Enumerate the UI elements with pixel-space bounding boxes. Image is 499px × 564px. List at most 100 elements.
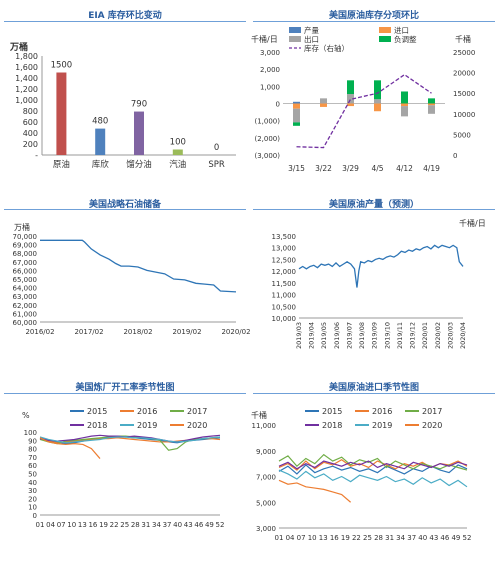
legend-swatch	[379, 36, 391, 42]
x-tick-label: 01	[36, 521, 45, 529]
y-axis-label-right: 千桶	[455, 34, 471, 44]
data-label: 480	[92, 117, 108, 127]
x-tick-label: 16	[88, 521, 97, 529]
x-tick-label: 34	[152, 521, 161, 529]
x-tick-label: 10	[308, 534, 317, 542]
panel-imports: 美国原油进口季节性图 千桶 3,000 5,000 7,000 9,000 11,000 0…	[249, 370, 499, 564]
stacked-bar	[374, 99, 381, 104]
y-tick-label: 62,000	[13, 302, 38, 310]
x-tick-label: 3/15	[288, 164, 305, 173]
legend-label: 2020	[187, 421, 207, 430]
y-tick-label: 7,000	[256, 474, 276, 482]
stacked-bar	[293, 101, 300, 104]
x-tick-label: 07	[57, 521, 66, 529]
x-tick-label: 汽油	[169, 159, 186, 170]
stacked-bar	[293, 103, 300, 109]
bar	[95, 128, 106, 155]
x-tick-label: 4/19	[423, 164, 440, 173]
x-tick-label: 25	[120, 521, 129, 529]
x-tick-label: 28	[374, 534, 383, 542]
spr-chart: 万桶 60,00061,00062,00063,00064,00065,00066…	[13, 222, 251, 336]
stacked-bar	[347, 103, 354, 107]
panel-spr: 美国战略石油储备 万桶 60,000 61,000 62,000 63,000 64,00…	[0, 190, 251, 370]
y-tick-label-left: 3,000	[260, 49, 280, 57]
stacked-bar	[347, 94, 354, 104]
x-tick-label: 40	[418, 534, 427, 542]
x-tick-label: SPR	[208, 160, 225, 170]
legend-label: 2017	[422, 407, 442, 416]
chart-title: 美国原油库存分项环比	[328, 11, 419, 21]
legend-label: 2016	[372, 407, 392, 416]
stacked-bar	[428, 98, 435, 104]
y-tick-label: 11,000	[272, 292, 297, 300]
legend-label: 2018	[87, 421, 107, 430]
legend-swatch	[289, 36, 301, 42]
series-line	[278, 479, 352, 503]
x-tick-label: 2019/09	[371, 322, 379, 349]
series-line	[278, 460, 468, 470]
x-tick-label: 2019/12	[409, 322, 417, 349]
x-tick-label: 13	[319, 534, 328, 542]
x-tick-label: 2018/02	[123, 328, 152, 336]
y-axis-label: 万桶	[14, 222, 30, 232]
y-tick-label: 40	[28, 479, 37, 487]
x-tick-label: 31	[141, 521, 150, 529]
y-tick-label: 10,000	[272, 315, 297, 323]
y-tick-label-right: 10000	[453, 111, 475, 119]
x-tick-label: 2016/02	[25, 328, 54, 336]
y-tick-label: 20	[28, 495, 37, 503]
y-tick-label: 200	[23, 140, 38, 149]
y-axis-label-left: 千桶/日	[251, 34, 278, 44]
y-tick-label-left: 1,000	[260, 83, 280, 91]
y-tick-label-right: 0	[453, 152, 457, 160]
legend-label: 产量	[304, 25, 319, 35]
chart-title: 美国炼厂开工率季节性图	[75, 383, 175, 393]
series-line	[39, 437, 101, 459]
series-line	[40, 239, 237, 293]
stacked-bar	[428, 103, 435, 106]
legend-label: 出口	[304, 34, 319, 44]
y-tick-label-right: 5000	[453, 131, 471, 139]
series-line	[39, 436, 221, 444]
legend-label: 2015	[322, 407, 342, 416]
chart-title: 美国原油进口季节性图	[328, 383, 419, 393]
x-tick-label: 2020/02	[221, 328, 250, 336]
y-axis-label: %	[22, 411, 30, 420]
legend-label: 负调整	[394, 34, 417, 44]
x-tick-label: 2020/03	[446, 322, 454, 349]
x-tick-label: 52	[463, 534, 472, 542]
stacked-bar	[347, 80, 354, 95]
chart-title: EIA 库存环比变动	[88, 11, 162, 21]
x-tick-label: 49	[451, 534, 460, 542]
x-tick-label: 22	[352, 534, 361, 542]
y-tick-label: 64,000	[13, 285, 38, 293]
x-tick-label: 4/12	[396, 164, 413, 173]
y-tick-label: 1,800	[15, 52, 38, 61]
panel-refinery: 美国炼厂开工率季节性图 % 0 10 20 30 40 50 60 70 80 90 100 01 04 0…	[0, 370, 250, 564]
y-tick-label: 1,000	[15, 96, 38, 105]
title-divider	[4, 21, 246, 22]
y-tick-label: 60	[28, 462, 37, 470]
x-tick-label: 2019/11	[396, 322, 404, 349]
stacked-bar	[293, 122, 300, 126]
y-tick-label: 11,000	[252, 422, 277, 430]
legend-swatch	[379, 27, 391, 33]
x-tick-label: 3/22	[315, 164, 332, 173]
y-tick-label-left: (1,000)	[254, 118, 280, 126]
x-tick-label: 馏分油	[126, 159, 152, 170]
y-tick-label: 65,000	[13, 276, 38, 284]
stacked-bar	[401, 103, 408, 107]
y-axis-label: 千桶	[251, 410, 267, 420]
production-chart: 千桶/日 10,000 10,500 11,000 11,500 12,000 12,500…	[272, 218, 486, 349]
y-tick-label: 80	[28, 446, 37, 454]
series-line	[39, 434, 221, 443]
x-tick-label: 37	[163, 521, 172, 529]
data-label: 100	[170, 138, 186, 148]
y-tick-label: 90	[28, 437, 37, 445]
y-tick-label: 68,000	[13, 250, 38, 258]
x-tick-label: 46	[194, 521, 203, 529]
x-tick-label: 25	[363, 534, 372, 542]
x-tick-label: 22	[110, 521, 119, 529]
y-tick-label: 600	[23, 118, 38, 127]
bar	[172, 149, 183, 155]
